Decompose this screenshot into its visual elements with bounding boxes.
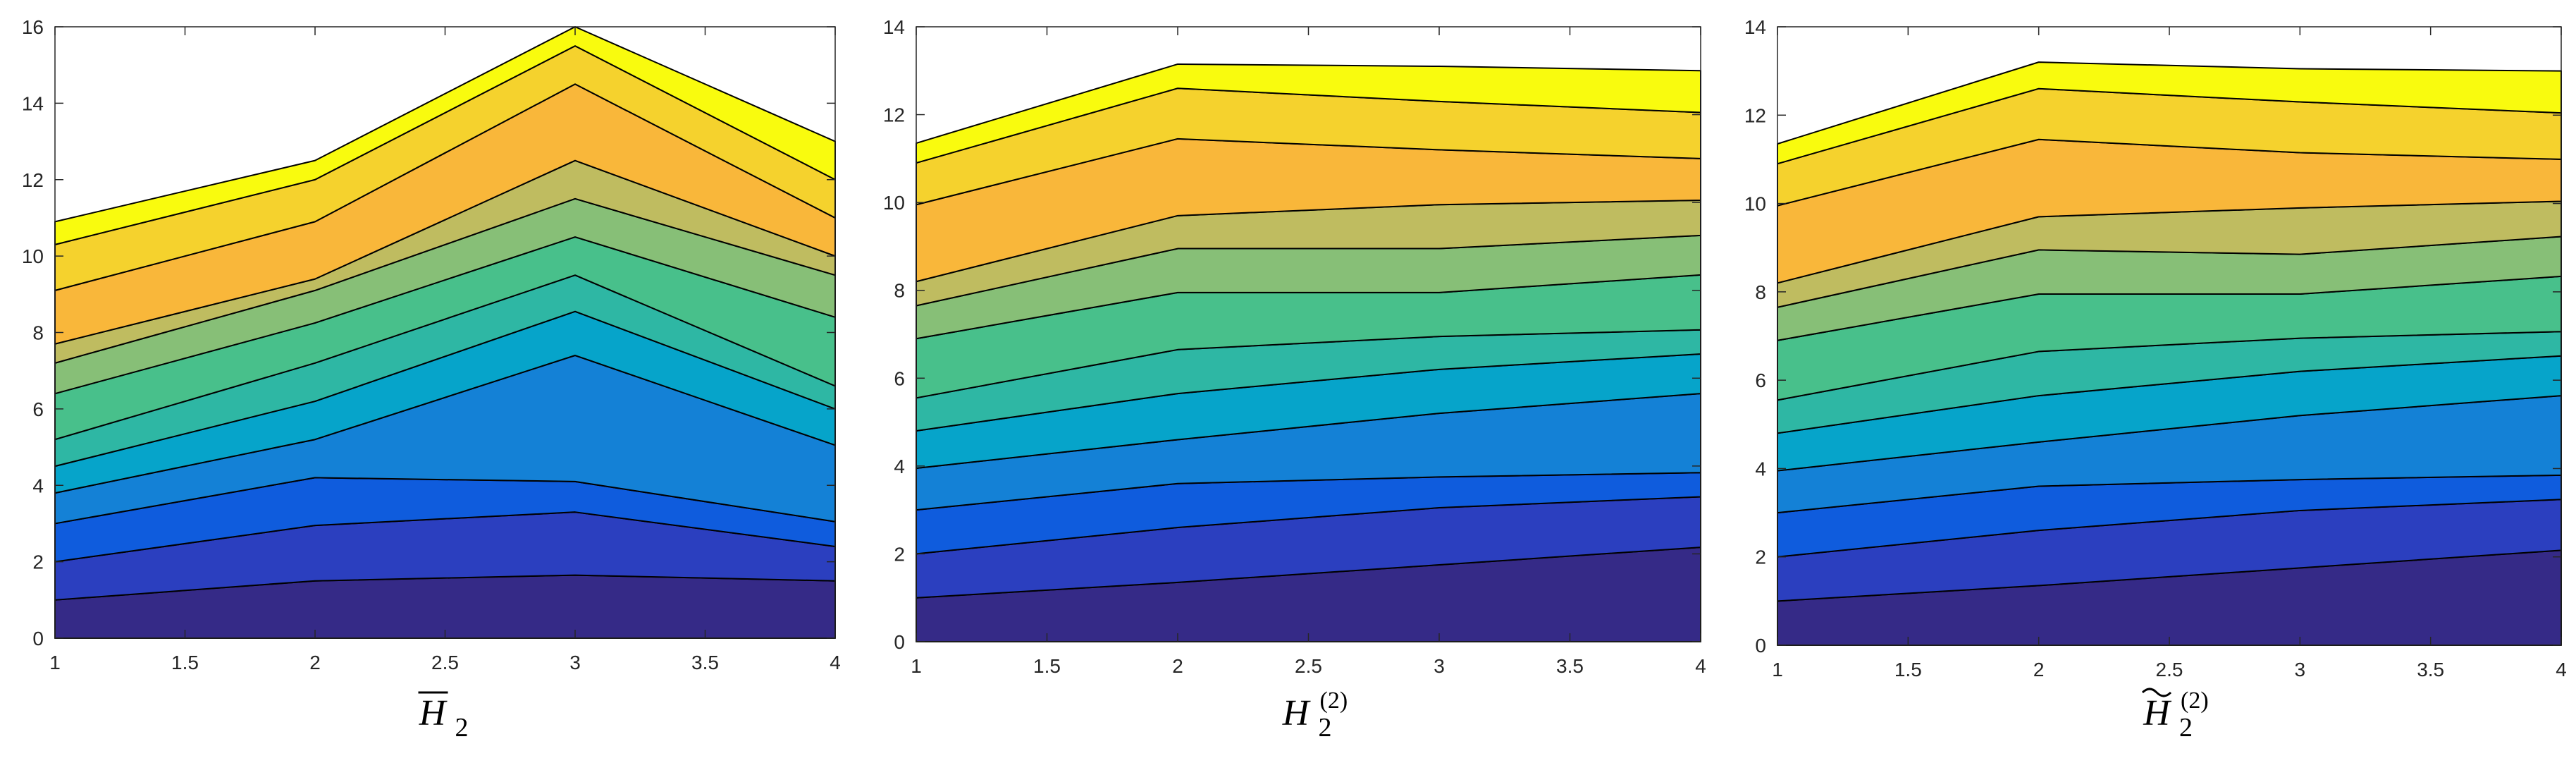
y-tick-label: 8 <box>894 280 905 302</box>
y-tick-label: 16 <box>22 16 44 38</box>
x-tick-label: 3 <box>2295 659 2306 680</box>
x-tick-label: 1 <box>49 652 61 673</box>
x-tick-label: 1.5 <box>1033 655 1061 677</box>
x-axis-label-superscript: (2) <box>1320 688 1348 714</box>
x-tick-label: 2 <box>309 652 321 673</box>
x-axis-label-subscript: 2 <box>2179 713 2193 743</box>
y-tick-label: 0 <box>32 628 44 649</box>
x-tick-label: 3.5 <box>691 652 719 673</box>
x-tick-label: 3 <box>569 652 581 673</box>
y-tick-label: 2 <box>894 543 905 565</box>
x-tick-label: 1 <box>911 655 922 677</box>
y-tick-label: 0 <box>894 631 905 653</box>
x-axis-label-subscript: 2 <box>1319 713 1332 743</box>
y-tick-label: 14 <box>883 16 905 38</box>
x-axis-label: H̃₂⁽²⁾H 2(2) <box>2141 688 2209 743</box>
y-tick-label: 6 <box>32 398 44 420</box>
x-tick-label: 2 <box>2033 659 2045 680</box>
x-axis-label: H̄₂H 2 <box>418 691 469 743</box>
y-tick-label: 8 <box>1755 281 1766 303</box>
x-tick-label: 3.5 <box>1556 655 1584 677</box>
y-tick-label: 8 <box>32 322 44 344</box>
x-axis-label-symbol: H <box>2143 693 2171 733</box>
x-tick-label: 1.5 <box>171 652 199 673</box>
x-tick-label: 3 <box>1434 655 1445 677</box>
x-tick-label: 4 <box>830 652 841 673</box>
chart-panel-h2-tilde-superscript-2: 1 1.5 2 2.5 3 3.5 4 0 2 4 6 8 10 12 14 H̃₂⁽²⁾H 2(2) <box>1744 16 2567 743</box>
x-tick-label: 2.5 <box>2156 659 2183 680</box>
x-tick-label: 1.5 <box>1894 659 1922 680</box>
x-axis-label-symbol: H <box>1282 693 1311 733</box>
x-tick-label: 4 <box>1695 655 1706 677</box>
y-tick-label: 6 <box>1755 370 1766 391</box>
y-tick-label: 14 <box>1744 16 1766 38</box>
y-tick-label: 10 <box>22 245 44 267</box>
x-axis-label-superscript: (2) <box>2181 688 2209 714</box>
x-tick-label: 2 <box>1172 655 1183 677</box>
y-tick-label: 6 <box>894 367 905 389</box>
chart-panel-h2-superscript-2: 1 1.5 2 2.5 3 3.5 4 0 2 4 6 8 10 12 14 H₂⁽²⁾H 2(2) <box>883 16 1706 743</box>
y-tick-label: 4 <box>894 456 905 477</box>
x-tick-label: 3.5 <box>2417 659 2444 680</box>
x-axis-label-symbol: H <box>419 693 448 733</box>
y-tick-label: 10 <box>1744 193 1766 215</box>
x-axis-label-subscript: 2 <box>455 713 469 743</box>
tilde-mark <box>2141 688 2172 697</box>
y-tick-label: 4 <box>1755 458 1766 480</box>
y-tick-label: 12 <box>1744 104 1766 126</box>
y-tick-label: 14 <box>22 92 44 114</box>
y-tick-label: 2 <box>1755 547 1766 568</box>
y-tick-label: 0 <box>1755 635 1766 657</box>
chart-panel-h2-bar: 1 1.5 2 2.5 3 3.5 4 0 2 4 6 8 10 12 14 16 H̄₂H 2 <box>22 16 841 743</box>
y-tick-label: 12 <box>22 169 44 191</box>
y-tick-label: 4 <box>32 475 44 496</box>
y-tick-label: 12 <box>883 104 905 126</box>
x-tick-label: 1 <box>1772 659 1783 680</box>
x-tick-label: 2.5 <box>431 652 459 673</box>
x-tick-label: 2.5 <box>1295 655 1322 677</box>
y-tick-label: 10 <box>883 192 905 214</box>
y-tick-label: 2 <box>32 551 44 573</box>
x-tick-label: 4 <box>2556 659 2567 680</box>
x-axis-label: H₂⁽²⁾H 2(2) <box>1282 688 1348 743</box>
